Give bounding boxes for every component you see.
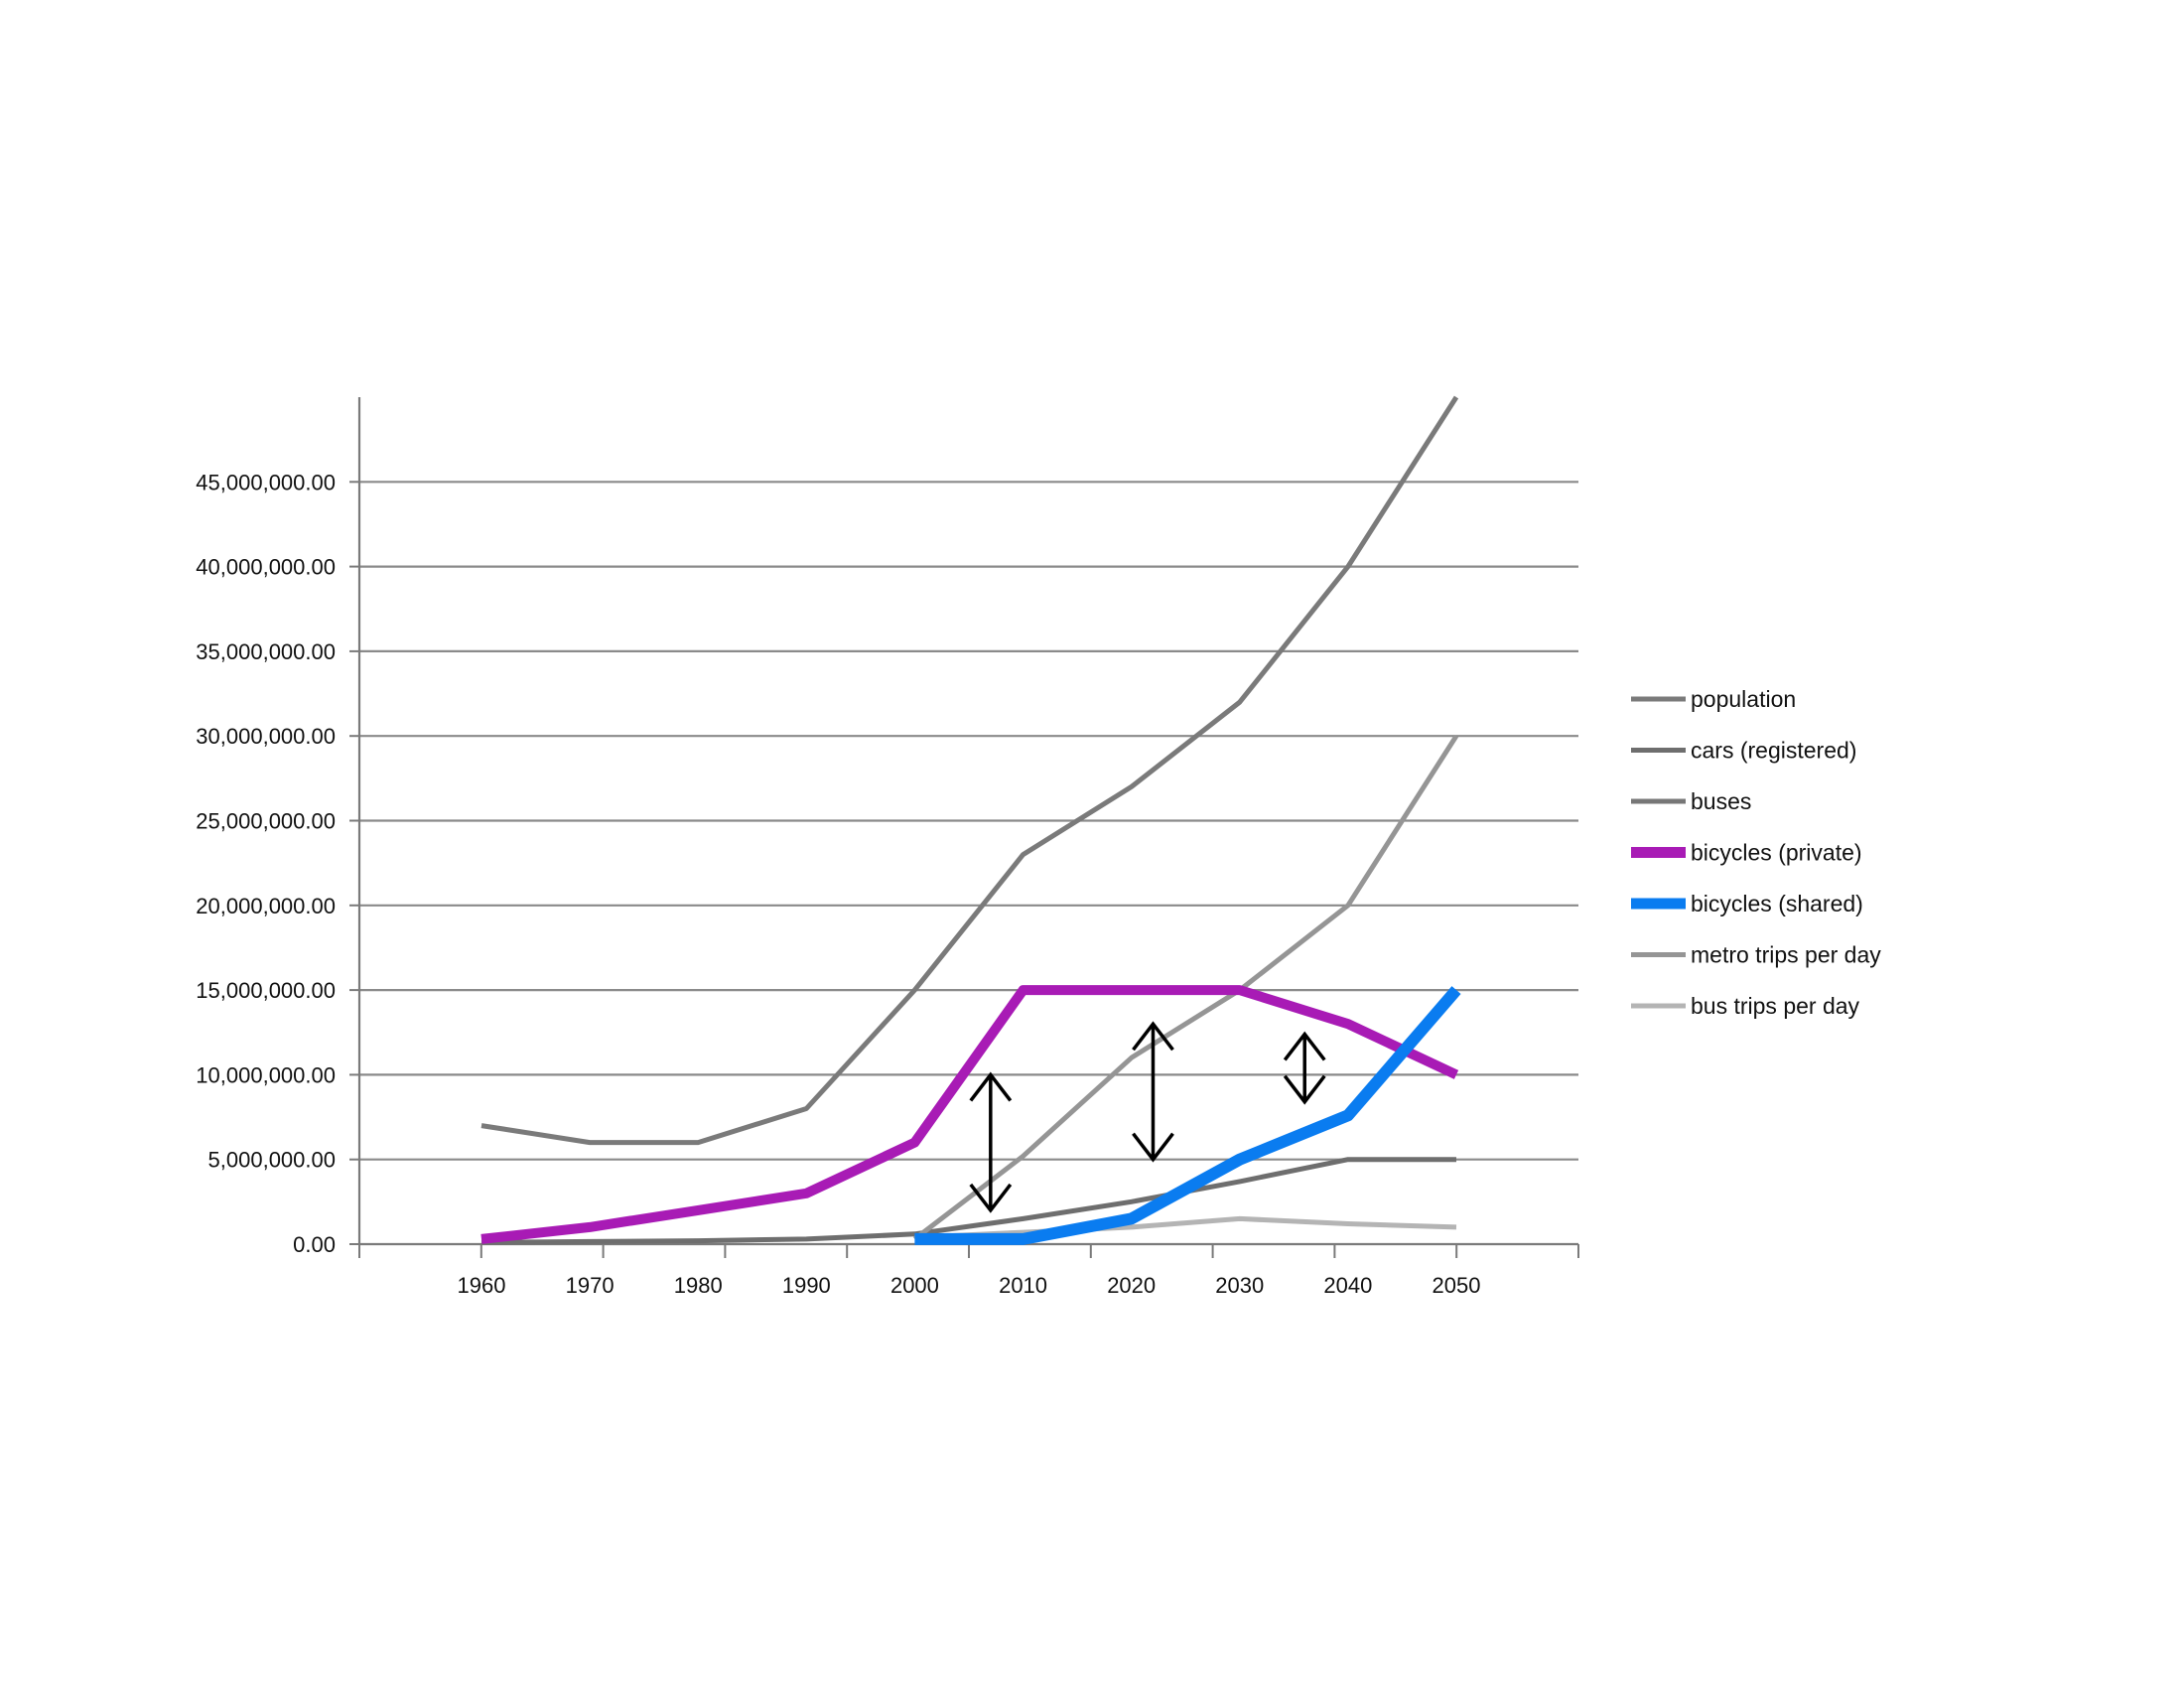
legend-item: metro trips per day xyxy=(1631,942,1881,968)
x-tick-label: 1990 xyxy=(782,1273,831,1298)
arrow-head-up xyxy=(1283,1031,1326,1061)
x-tick-label: 1970 xyxy=(566,1273,614,1298)
x-tick-label: 2040 xyxy=(1323,1273,1372,1298)
x-axis-tick-labels: 1960 1970 1980 1990 2000 2010 2020 2030 2040 2050 xyxy=(458,1273,1481,1298)
arrow-head-up xyxy=(1132,1021,1174,1052)
y-tick-label: 20,000,000.00 xyxy=(196,894,336,918)
x-tick-label: 2020 xyxy=(1107,1273,1156,1298)
double-arrow xyxy=(969,1071,1013,1213)
y-tick-label: 40,000,000.00 xyxy=(196,555,336,580)
x-tick-label: 1980 xyxy=(674,1273,723,1298)
series-lines xyxy=(480,395,1461,1245)
x-tick-label: 2000 xyxy=(890,1273,939,1298)
axes xyxy=(349,397,1579,1258)
legend-label: bus trips per day xyxy=(1691,993,1860,1019)
legend-item: population xyxy=(1631,686,1796,712)
double-arrow-annotations xyxy=(969,1021,1326,1213)
legend: population cars (registered) buses bicycles… xyxy=(1631,686,1881,1019)
legend-label: population xyxy=(1691,686,1796,712)
y-tick-label: 15,000,000.00 xyxy=(196,978,336,1003)
y-tick-label: 35,000,000.00 xyxy=(196,639,336,664)
legend-item: bus trips per day xyxy=(1631,993,1860,1019)
double-arrow xyxy=(1132,1021,1174,1163)
arrow-head-down xyxy=(969,1183,1013,1213)
legend-item: bicycles (private) xyxy=(1631,840,1862,866)
x-tick-label: 2050 xyxy=(1433,1273,1481,1298)
legend-label: cars (registered) xyxy=(1691,738,1856,764)
gridlines xyxy=(359,481,1578,1161)
series-line-metro-trips-per-day xyxy=(912,734,1459,1241)
series-line-population xyxy=(480,395,1459,1146)
x-tick-label: 2010 xyxy=(999,1273,1047,1298)
arrow-head-up xyxy=(969,1071,1013,1102)
series-line-bicycles-private xyxy=(480,985,1459,1244)
legend-item: buses xyxy=(1631,788,1751,814)
arrow-head-down xyxy=(1132,1132,1174,1163)
x-tick-label: 1960 xyxy=(458,1273,506,1298)
double-arrow xyxy=(1283,1031,1326,1105)
legend-item: cars (registered) xyxy=(1631,738,1856,764)
y-tick-label: 0.00 xyxy=(293,1232,336,1257)
series-line-cars-registered xyxy=(480,1157,1456,1245)
arrow-head-down xyxy=(1283,1074,1326,1105)
legend-label: metro trips per day xyxy=(1691,942,1881,968)
legend-label: buses xyxy=(1691,788,1751,814)
y-tick-label: 25,000,000.00 xyxy=(196,809,336,834)
legend-item: bicycles (shared) xyxy=(1631,891,1863,916)
x-tick-label: 2030 xyxy=(1215,1273,1264,1298)
y-tick-label: 5,000,000.00 xyxy=(208,1148,336,1173)
legend-label: bicycles (private) xyxy=(1691,840,1862,866)
series-line-bicycles-shared xyxy=(914,986,1461,1245)
y-axis-tick-labels: 0.00 5,000,000.00 10,000,000.00 15,000,000.… xyxy=(196,470,336,1257)
y-tick-label: 45,000,000.00 xyxy=(196,470,336,494)
y-tick-label: 10,000,000.00 xyxy=(196,1062,336,1087)
legend-label: bicycles (shared) xyxy=(1691,891,1863,916)
y-tick-label: 30,000,000.00 xyxy=(196,724,336,749)
